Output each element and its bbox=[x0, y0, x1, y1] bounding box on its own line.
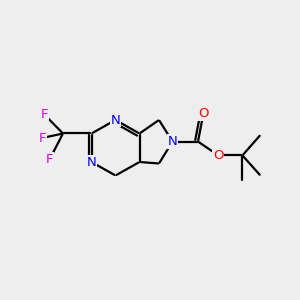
Text: F: F bbox=[46, 153, 53, 166]
Text: F: F bbox=[41, 108, 48, 121]
Text: O: O bbox=[213, 149, 224, 162]
Text: N: N bbox=[87, 155, 96, 169]
Text: N: N bbox=[168, 135, 177, 148]
Text: F: F bbox=[38, 131, 46, 145]
Text: N: N bbox=[111, 113, 120, 127]
Text: O: O bbox=[198, 107, 209, 120]
